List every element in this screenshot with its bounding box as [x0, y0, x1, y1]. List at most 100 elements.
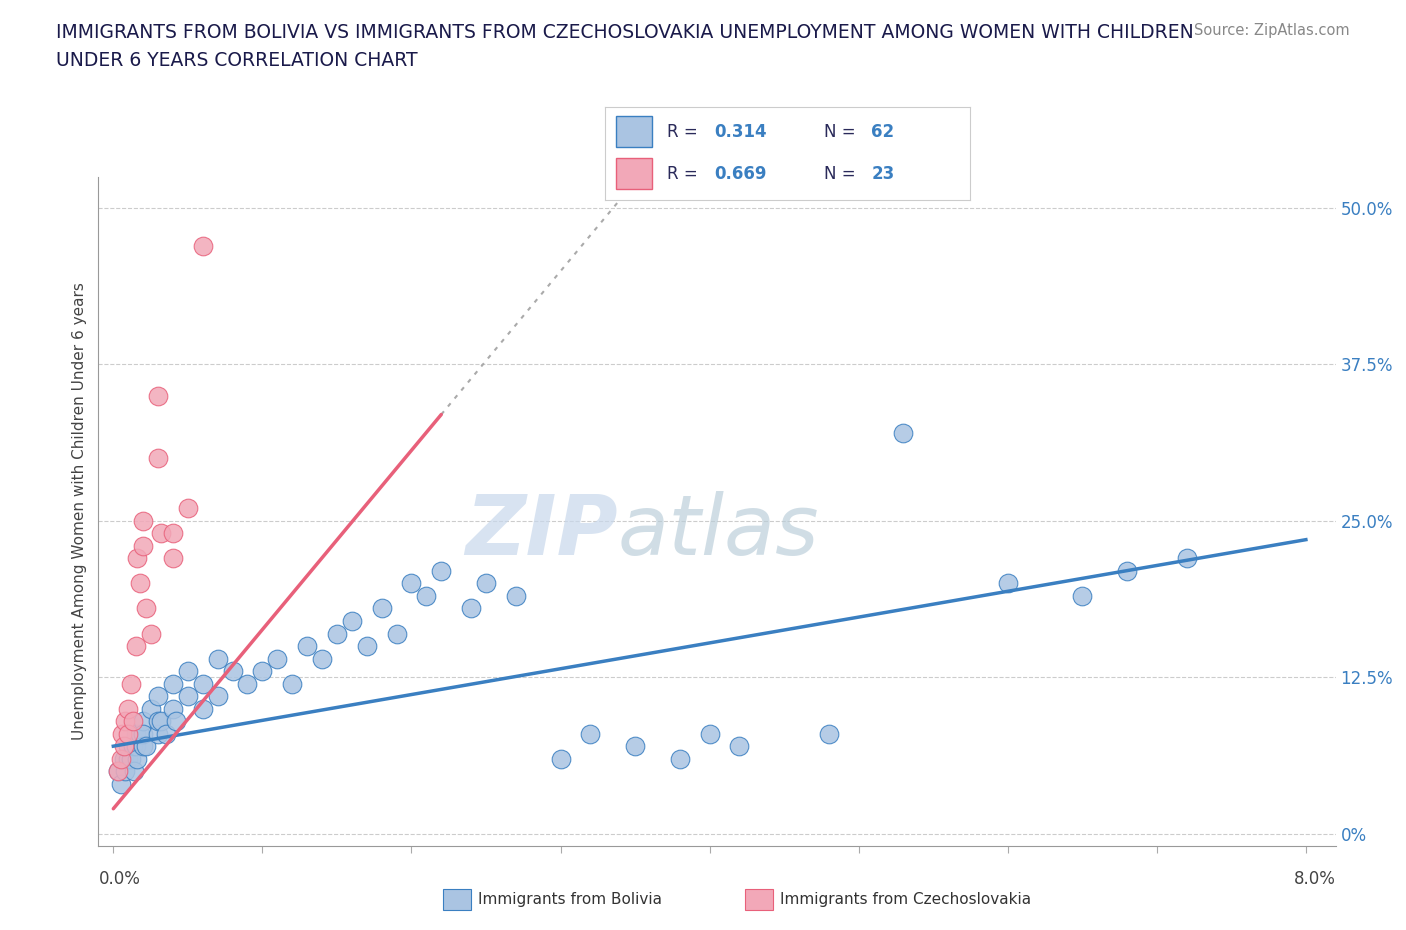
Point [385, 626, 408, 641]
Y-axis label: Unemployment Among Women with Children Under 6 years: Unemployment Among Women with Children U… [72, 283, 87, 740]
Point [177, 689, 200, 704]
Point [112, 751, 135, 766]
Point [1116, 564, 1139, 578]
Point [1175, 551, 1198, 565]
Point [120, 751, 142, 766]
Point [129, 576, 152, 591]
Point [132, 513, 155, 528]
Point [475, 576, 498, 591]
Point [129, 726, 152, 741]
Point [236, 676, 259, 691]
Point [127, 551, 149, 565]
Point [114, 713, 136, 728]
Point [281, 676, 304, 691]
Point [207, 651, 229, 666]
Point [177, 501, 200, 516]
Point [162, 526, 184, 541]
Point [162, 676, 184, 691]
Text: UNDER 6 YEARS CORRELATION CHART: UNDER 6 YEARS CORRELATION CHART [56, 51, 418, 70]
Text: ZIP: ZIP [465, 491, 619, 572]
Point [1071, 589, 1094, 604]
Point [132, 738, 155, 753]
Point [114, 764, 136, 778]
Point [111, 726, 134, 741]
Text: 62: 62 [872, 123, 894, 141]
Point [122, 764, 145, 778]
Point [139, 626, 162, 641]
Point [121, 738, 143, 753]
Point [107, 764, 129, 778]
Point [132, 538, 155, 553]
Point [150, 713, 173, 728]
Point [121, 713, 143, 728]
Point [177, 664, 200, 679]
Point [266, 651, 288, 666]
Point [132, 713, 155, 728]
Point [117, 751, 139, 766]
Point [125, 639, 148, 654]
Text: Immigrants from Czechoslovakia: Immigrants from Czechoslovakia [780, 892, 1032, 907]
Point [146, 726, 169, 741]
Point [117, 738, 139, 753]
Point [191, 701, 214, 716]
Point [415, 589, 437, 604]
Point [146, 689, 169, 704]
Point [135, 601, 157, 616]
Point [624, 738, 647, 753]
Point [818, 726, 841, 741]
Point [135, 738, 157, 753]
Point [295, 639, 318, 654]
Point [728, 738, 751, 753]
Point [125, 738, 148, 753]
Point [127, 751, 149, 766]
Point [162, 701, 184, 716]
Text: 0.669: 0.669 [714, 165, 766, 183]
Point [132, 726, 155, 741]
Point [311, 651, 333, 666]
Point [112, 738, 135, 753]
Point [505, 589, 527, 604]
Text: R =: R = [666, 165, 703, 183]
Point [146, 389, 169, 404]
Point [150, 526, 173, 541]
Point [191, 676, 214, 691]
Point [579, 726, 602, 741]
Point [401, 576, 423, 591]
Text: 0.0%: 0.0% [98, 870, 141, 887]
Bar [616, 116, 652, 147]
Text: N =: N = [824, 165, 860, 183]
Point [165, 713, 187, 728]
Text: 23: 23 [872, 165, 894, 183]
Point [120, 676, 142, 691]
Text: 8.0%: 8.0% [1294, 870, 1336, 887]
Point [326, 626, 349, 641]
Point [221, 664, 243, 679]
Text: IMMIGRANTS FROM BOLIVIA VS IMMIGRANTS FROM CZECHOSLOVAKIA UNEMPLOYMENT AMONG WOM: IMMIGRANTS FROM BOLIVIA VS IMMIGRANTS FR… [56, 23, 1194, 42]
Point [699, 726, 721, 741]
Text: R =: R = [666, 123, 703, 141]
Point [207, 689, 229, 704]
Point [340, 614, 363, 629]
Point [550, 751, 572, 766]
Text: Immigrants from Bolivia: Immigrants from Bolivia [478, 892, 662, 907]
Point [162, 551, 184, 565]
Point [110, 777, 132, 791]
Bar [616, 158, 652, 189]
Point [155, 726, 177, 741]
Point [370, 601, 392, 616]
Point [191, 238, 214, 253]
Point [146, 451, 169, 466]
Point [146, 713, 169, 728]
Point [252, 664, 274, 679]
Point [668, 751, 690, 766]
Point [139, 701, 162, 716]
Point [125, 726, 148, 741]
Point [117, 726, 139, 741]
Text: N =: N = [824, 123, 860, 141]
Text: Source: ZipAtlas.com: Source: ZipAtlas.com [1194, 23, 1350, 38]
Text: atlas: atlas [619, 491, 820, 572]
Text: 0.314: 0.314 [714, 123, 766, 141]
Point [997, 576, 1019, 591]
Point [356, 639, 378, 654]
Point [893, 426, 915, 441]
